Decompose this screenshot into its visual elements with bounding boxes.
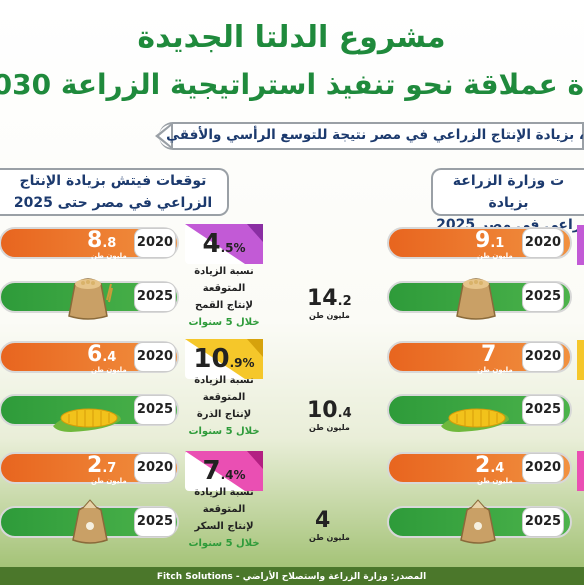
wheat-sack-icon: [457, 278, 497, 320]
ministry-corn-2020-value: 7: [482, 342, 498, 367]
ministry-sugar-year-2025: 2025: [524, 508, 564, 536]
ministry-sugar-year-2020: 2020: [524, 454, 564, 482]
ministry-corn-year-2025: 2025: [524, 396, 564, 424]
fitch-sugar-unit: مليون طن: [92, 477, 128, 485]
page-subtitle: ة عملاقة نحو تنفيذ استراتيجية الزراعة 20…: [0, 68, 585, 101]
fitch-wheat-desc: نسبة الزيادة المتوقعة لإنتاج القمح خلال 5 س…: [189, 266, 261, 328]
ministry-wheat-2025-unit: مليون طن: [310, 311, 351, 320]
fitch-corn-pct: 10.9%: [194, 344, 256, 374]
fitch-sugar-year-2020: 2020: [136, 454, 176, 482]
wheat-sack-icon: [69, 278, 114, 320]
ministry-corn-unit: مليون طن: [478, 366, 514, 374]
ministry-sugar-unit: مليون طن: [478, 477, 514, 485]
ministry-corn-badge-edge: [578, 340, 585, 380]
sugar-sack-icon: [461, 499, 497, 544]
ministry-wheat-year-2025: 2025: [524, 283, 564, 311]
page-title: مشروع الدلتا الجديدة: [138, 20, 447, 55]
banner-text: ، بزيادة الإنتاج الزراعي في مصر نتيجة لل…: [167, 127, 585, 143]
ministry-sugar-2025-value: 4: [316, 508, 332, 533]
source-note: المصدر: وزارة الزراعة واستصلاح الأراضي -…: [157, 572, 428, 582]
fitch-heading-line2: الزراعي في مصر حتى 2025: [14, 195, 214, 211]
ministry-sugar-2025-unit: مليون طن: [310, 533, 351, 542]
ministry-wheat-2020-value: 9.1: [476, 228, 506, 253]
fitch-sugar-year-2025: 2025: [136, 508, 176, 536]
fitch-corn-year-2025: 2025: [136, 396, 176, 424]
fitch-wheat-unit: مليون طن: [92, 252, 128, 260]
fitch-wheat-pct: 4.5%: [203, 229, 247, 259]
fitch-corn-pct-badge-icon: [186, 339, 264, 379]
sugar-sack-icon: [73, 499, 109, 544]
fitch-corn-2020-value: 6.4: [88, 342, 118, 367]
fitch-corn-desc: نسبة الزيادة المتوقعة لإنتاج الذرة خلال 5 س…: [189, 375, 261, 437]
ministry-corn-2025-unit: مليون طن: [310, 423, 351, 432]
fitch-corn-year-2020: 2020: [136, 343, 176, 371]
fitch-sugar-pct: 7.4%: [203, 456, 247, 486]
fitch-wheat-2020-value: 8.8: [88, 228, 118, 253]
corn-icon: [54, 408, 122, 432]
ministry-wheat-2025-value: 14.2: [308, 286, 353, 311]
fitch-corn-unit: مليون طن: [92, 366, 128, 374]
fitch-wheat-pct-badge-icon: [186, 224, 264, 264]
fitch-sugar-desc: نسبة الزيادة المتوقعة لإنتاج السكر خلال 5 س…: [189, 487, 261, 549]
ministry-wheat-badge-edge: [578, 225, 585, 265]
ministry-heading-line1: ت وزارة الزراعة بزيادة: [453, 173, 566, 211]
footer-bar: [0, 567, 585, 585]
ministry-sugar-2020-value: 2.4: [476, 453, 506, 478]
fitch-wheat-year-2020: 2020: [136, 229, 176, 257]
corn-icon: [442, 408, 510, 432]
ministry-wheat-year-2020: 2020: [524, 229, 564, 257]
ministry-wheat-unit: مليون طن: [478, 252, 514, 260]
banner-chevron-icon: [156, 122, 174, 150]
fitch-sugar-pct-badge-icon: [186, 451, 264, 491]
fitch-heading-line1: توقعات فيتش بزيادة الإنتاج: [20, 173, 208, 189]
ministry-heading: ت وزارة الزراعة بزيادة راعي في مصر 2025: [432, 168, 585, 233]
fitch-sugar-2020-value: 2.7: [88, 453, 118, 478]
banner-frame: [160, 122, 585, 150]
fitch-heading: توقعات فيتش بزيادة الإنتاج الزراعي في مص…: [0, 168, 230, 216]
ministry-corn-2025-value: 10.4: [308, 398, 353, 423]
ministry-corn-year-2020: 2020: [524, 343, 564, 371]
fitch-wheat-year-2025: 2025: [136, 283, 176, 311]
ministry-sugar-badge-edge: [578, 451, 585, 491]
